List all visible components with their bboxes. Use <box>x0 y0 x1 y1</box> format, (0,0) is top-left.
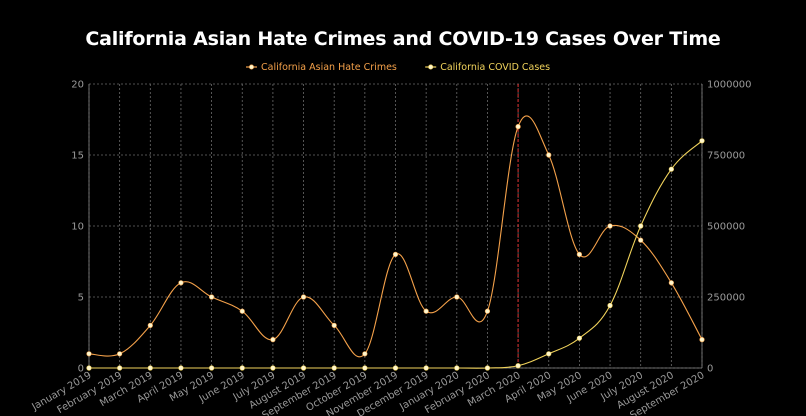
data-point[interactable] <box>392 365 399 371</box>
data-point[interactable] <box>607 223 613 229</box>
data-point[interactable] <box>576 335 583 341</box>
series-line-0 <box>88 115 703 358</box>
y-left-tick-label: 5 <box>78 293 84 304</box>
chart-title: California Asian Hate Crimes and COVID-1… <box>85 28 721 50</box>
legend-label[interactable]: California COVID Cases <box>440 62 550 73</box>
data-point[interactable] <box>668 280 674 286</box>
data-point[interactable] <box>454 294 460 300</box>
data-point[interactable] <box>239 365 245 371</box>
data-point[interactable] <box>423 308 429 314</box>
y-right-tick-label: 250000 <box>707 293 745 304</box>
data-point[interactable] <box>607 302 613 309</box>
data-point[interactable] <box>147 322 153 329</box>
data-point[interactable] <box>392 251 399 257</box>
y-left-tick-label: 15 <box>71 151 84 162</box>
data-point[interactable] <box>300 365 307 371</box>
data-point[interactable] <box>331 322 337 329</box>
legend-marker-icon <box>249 64 255 70</box>
data-point[interactable] <box>576 251 583 257</box>
data-point[interactable] <box>178 365 184 371</box>
data-point[interactable] <box>484 365 491 371</box>
data-point[interactable] <box>178 280 184 286</box>
data-point[interactable] <box>117 351 123 357</box>
data-point[interactable] <box>209 365 215 371</box>
data-point[interactable] <box>117 365 123 371</box>
data-point[interactable] <box>484 308 491 314</box>
data-point[interactable] <box>638 223 644 229</box>
data-point[interactable] <box>300 294 307 300</box>
data-point[interactable] <box>423 365 429 371</box>
data-point[interactable] <box>699 337 705 343</box>
data-point[interactable] <box>699 138 705 144</box>
y-left-tick-label: 20 <box>71 80 84 91</box>
data-point[interactable] <box>270 365 276 371</box>
data-point[interactable] <box>86 351 92 357</box>
y-right-tick-label: 500000 <box>707 222 745 233</box>
y-right-tick-label: 1000000 <box>707 80 752 91</box>
legend-marker-icon <box>428 64 434 70</box>
y-left-tick-label: 0 <box>78 364 84 375</box>
data-point[interactable] <box>515 123 521 130</box>
data-point[interactable] <box>638 237 644 243</box>
data-point[interactable] <box>362 365 368 371</box>
data-point[interactable] <box>515 363 521 369</box>
y-left-tick-label: 10 <box>71 222 84 233</box>
data-point[interactable] <box>454 365 460 371</box>
legend-label[interactable]: California Asian Hate Crimes <box>261 62 397 73</box>
data-point[interactable] <box>86 365 92 371</box>
data-point[interactable] <box>270 337 276 343</box>
data-point[interactable] <box>239 308 245 314</box>
y-right-tick-label: 750000 <box>707 151 745 162</box>
data-point[interactable] <box>331 365 337 371</box>
data-point[interactable] <box>546 152 552 158</box>
y-right-tick-label: 0 <box>707 364 713 375</box>
data-point[interactable] <box>668 166 674 172</box>
data-point[interactable] <box>147 365 153 371</box>
data-point[interactable] <box>546 351 552 357</box>
data-point[interactable] <box>209 294 215 300</box>
data-point[interactable] <box>362 351 368 357</box>
